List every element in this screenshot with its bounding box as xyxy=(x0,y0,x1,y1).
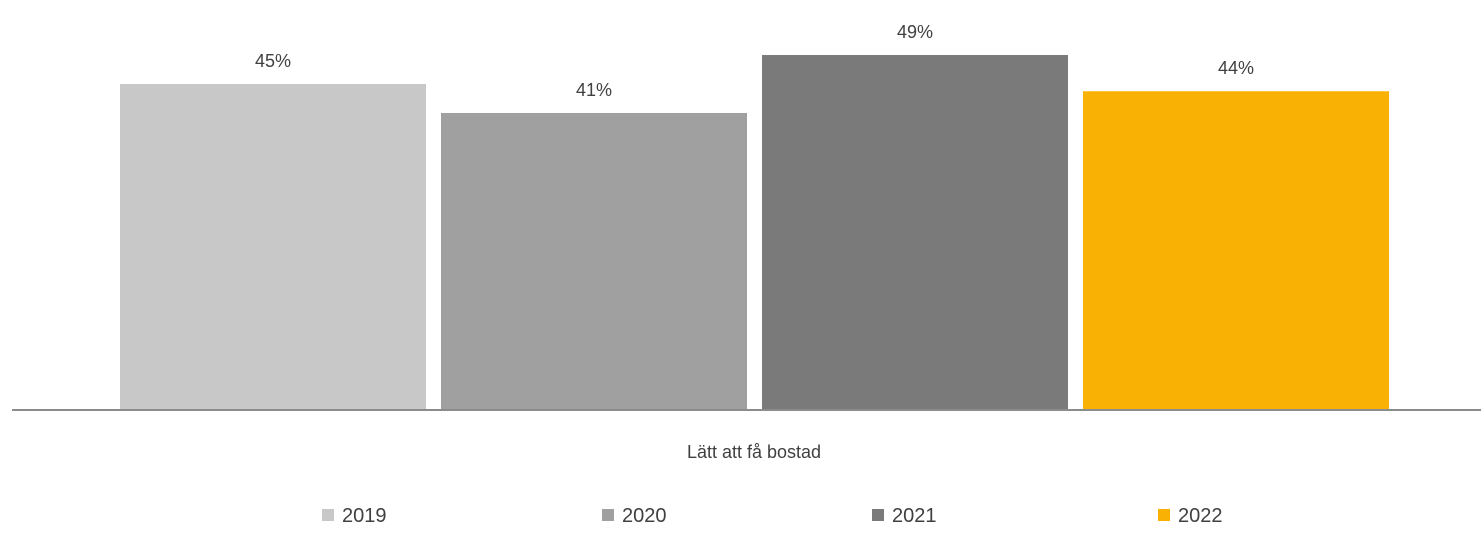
data-label-2020: 41% xyxy=(576,80,612,100)
bars-group xyxy=(120,55,1389,411)
bar-2019 xyxy=(120,84,426,410)
data-label-2022: 44% xyxy=(1218,58,1254,78)
data-labels-group: 45% 41% 49% 44% xyxy=(255,22,1254,100)
legend-swatch-2022 xyxy=(1158,509,1170,521)
legend-label-2019: 2019 xyxy=(342,505,387,527)
legend-label-2021: 2021 xyxy=(892,505,937,527)
legend-swatch-2021 xyxy=(872,509,884,521)
category-label: Lätt att få bostad xyxy=(687,442,821,462)
legend: 2019 2020 2021 2022 xyxy=(322,505,1223,527)
data-label-2019: 45% xyxy=(255,51,291,71)
bar-2022 xyxy=(1083,91,1389,410)
legend-swatch-2019 xyxy=(322,509,334,521)
legend-label-2020: 2020 xyxy=(622,505,667,527)
legend-label-2022: 2022 xyxy=(1178,505,1223,527)
data-label-2021: 49% xyxy=(897,22,933,42)
bar-2021 xyxy=(762,55,1068,411)
bar-2020 xyxy=(441,112,747,410)
legend-swatch-2020 xyxy=(602,509,614,521)
